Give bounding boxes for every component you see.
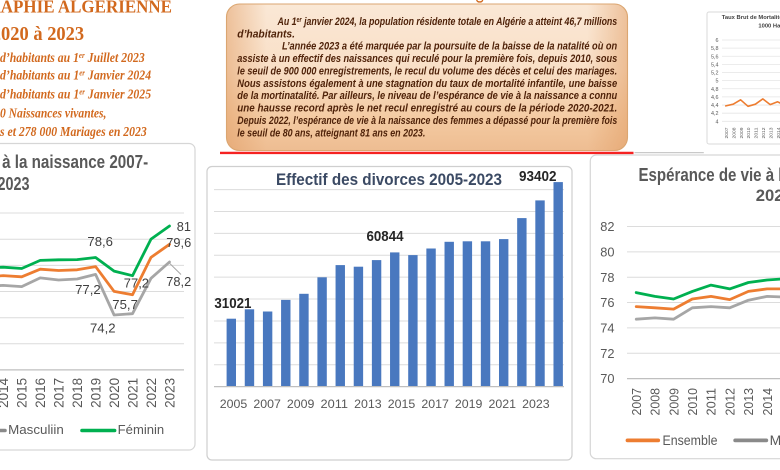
svg-text:2017: 2017 xyxy=(421,398,449,411)
svg-text:d’habitants au 1er Juillet 202: d’habitants au 1er Juillet 2023 xyxy=(0,50,145,65)
svg-text:78,6: 78,6 xyxy=(87,234,113,249)
svg-text:2013: 2013 xyxy=(741,388,756,416)
svg-text:82: 82 xyxy=(600,219,614,234)
svg-text:5,8: 5,8 xyxy=(711,46,719,52)
svg-text:2009: 2009 xyxy=(287,398,315,411)
svg-text:2022: 2022 xyxy=(144,378,159,408)
svg-text:2007: 2007 xyxy=(253,398,281,411)
svg-text:2013: 2013 xyxy=(354,398,382,411)
svg-text:2020: 2020 xyxy=(107,378,122,408)
svg-text:2011: 2011 xyxy=(321,398,349,411)
svg-text:Effectif des divorces 2005-202: Effectif des divorces 2005-2023 xyxy=(276,171,502,189)
svg-text:d’habitants au 1er Janvier 202: d’habitants au 1er Janvier 2025 xyxy=(0,87,151,102)
svg-text:0 Naissances vivantes,: 0 Naissances vivantes, xyxy=(0,105,106,120)
svg-text:le seuil de 80 ans, atteignant: le seuil de 80 ans, atteignant 81 ans en… xyxy=(237,127,425,139)
svg-text:une hausse record après le net: une hausse record après le net recul enr… xyxy=(237,103,617,115)
svg-text:s et 278 000 Mariages en 2023: s et 278 000 Mariages en 2023 xyxy=(0,124,147,139)
svg-text:2014: 2014 xyxy=(0,377,11,407)
svg-text:Nous assistons également à une: Nous assistons également à une stagnatio… xyxy=(237,78,617,90)
svg-text:4,2: 4,2 xyxy=(711,111,719,117)
svg-text:2012: 2012 xyxy=(722,388,737,416)
svg-text:2019: 2019 xyxy=(89,378,104,408)
svg-text:75,7: 75,7 xyxy=(112,297,138,312)
svg-text:2023: 2023 xyxy=(0,174,30,194)
svg-text:1000 Habitants) 2007-2023: 1000 Habitants) 2007-2023 xyxy=(758,24,780,30)
svg-text:d’habitants au 1er Janvier 202: d’habitants au 1er Janvier 2024 xyxy=(0,67,151,82)
svg-text:5,2: 5,2 xyxy=(711,71,719,77)
svg-text:6: 6 xyxy=(716,38,719,44)
svg-text:2023: 2023 xyxy=(163,378,178,408)
svg-text:2005: 2005 xyxy=(220,398,248,411)
svg-text:2010: 2010 xyxy=(685,388,700,416)
svg-text:2018: 2018 xyxy=(70,378,85,408)
svg-text:2007: 2007 xyxy=(724,127,730,138)
svg-text:2016: 2016 xyxy=(33,378,48,408)
svg-text:2008: 2008 xyxy=(648,388,663,416)
svg-text:2021: 2021 xyxy=(126,378,141,408)
svg-text:2017: 2017 xyxy=(52,378,67,408)
svg-text:5,6: 5,6 xyxy=(711,54,719,60)
svg-text:d’habitants.: d’habitants. xyxy=(237,28,295,40)
svg-text:5,4: 5,4 xyxy=(711,62,719,68)
svg-text:Depuis 2022, l’espérance de vi: Depuis 2022, l’espérance de vie à la nai… xyxy=(237,115,617,127)
svg-text:2014: 2014 xyxy=(760,388,775,416)
svg-text:76: 76 xyxy=(600,295,614,310)
svg-text:2009: 2009 xyxy=(739,127,745,138)
svg-text:Taux Brut de Mortalité (Pour: Taux Brut de Mortalité (Pour xyxy=(722,15,780,21)
svg-text:2014: 2014 xyxy=(776,127,780,138)
svg-text:78: 78 xyxy=(600,270,614,285)
svg-text:assiste à un effectif des nais: assiste à un effectif des naissances qui… xyxy=(237,53,617,65)
svg-text:2008: 2008 xyxy=(731,127,737,138)
svg-text:à la naissance 2007-: à la naissance 2007- xyxy=(2,152,148,172)
svg-text:79,6: 79,6 xyxy=(166,235,191,250)
svg-text:RAPHIE ALGERIENNE: RAPHIE ALGERIENNE xyxy=(0,0,172,17)
svg-text:2007: 2007 xyxy=(629,388,644,416)
svg-text:2015: 2015 xyxy=(15,378,30,408)
svg-text:Au 1er janvier 2024, la popula: Au 1er janvier 2024, la population résid… xyxy=(277,16,617,28)
svg-text:77,2: 77,2 xyxy=(75,282,101,297)
svg-text:74: 74 xyxy=(600,321,614,336)
svg-text:77,2: 77,2 xyxy=(124,275,149,290)
svg-text:2009: 2009 xyxy=(666,388,681,416)
svg-text:2011: 2011 xyxy=(704,388,719,416)
svg-text:4,8: 4,8 xyxy=(711,87,719,93)
svg-text:Masculin: Masculin xyxy=(770,433,780,448)
svg-text:78,2: 78,2 xyxy=(166,274,191,289)
svg-text:5: 5 xyxy=(716,79,719,85)
svg-text:70: 70 xyxy=(600,371,614,386)
svg-text:2019: 2019 xyxy=(455,398,483,411)
svg-text:31021: 31021 xyxy=(214,296,251,312)
svg-text:4,6: 4,6 xyxy=(711,95,719,101)
svg-text:L’année 2023 a été marquée par: L’année 2023 a été marquée par la poursu… xyxy=(282,41,617,53)
svg-text:le seuil de 900 000 enregistre: le seuil de 900 000 enregistrements, le … xyxy=(237,66,617,78)
svg-text:2011: 2011 xyxy=(754,127,760,138)
svg-text:74,2: 74,2 xyxy=(90,321,116,336)
svg-text:60844: 60844 xyxy=(367,229,404,245)
svg-text:Masculiin: Masculiin xyxy=(8,422,64,437)
svg-text:Ensemble: Ensemble xyxy=(663,433,718,448)
svg-text:72: 72 xyxy=(600,346,614,361)
svg-text:4: 4 xyxy=(716,119,719,125)
svg-text:de la mortinatalité. Par aille: de la mortinatalité. Par ailleurs, le ni… xyxy=(237,90,617,102)
svg-text:80: 80 xyxy=(600,244,614,259)
svg-text:2021: 2021 xyxy=(489,398,517,411)
svg-text:2023: 2023 xyxy=(756,186,780,205)
svg-text:2010: 2010 xyxy=(746,127,752,138)
svg-text:4,4: 4,4 xyxy=(711,103,719,109)
svg-text:2023: 2023 xyxy=(522,398,550,411)
svg-text:93402: 93402 xyxy=(519,169,557,185)
svg-text:Féminin: Féminin xyxy=(118,422,165,437)
svg-text:2013: 2013 xyxy=(768,127,774,138)
svg-text:2020 à 2023: 2020 à 2023 xyxy=(0,24,84,45)
svg-text:81: 81 xyxy=(177,219,191,234)
svg-text:2015: 2015 xyxy=(388,398,416,411)
svg-text:Espérance de vie à la naissanc: Espérance de vie à la naissance 2007- xyxy=(639,165,780,185)
svg-text:2012: 2012 xyxy=(761,127,767,138)
